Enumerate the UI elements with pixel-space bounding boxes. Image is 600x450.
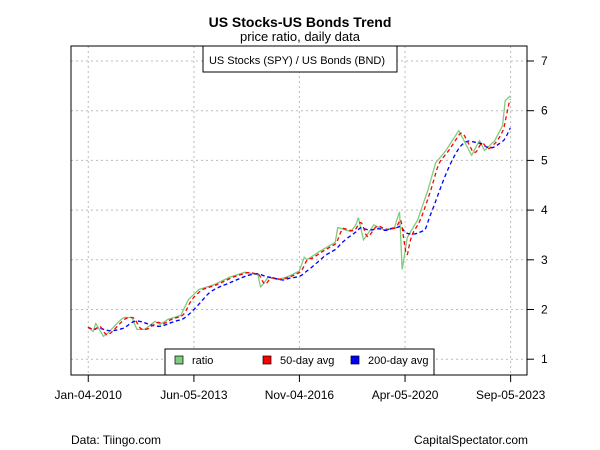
legend-label-50-day: 50-day avg [280, 355, 334, 367]
annotation-text: US Stocks (SPY) / US Bonds (BND) [209, 55, 385, 67]
y-axis: 1 2 3 4 5 6 7 [527, 54, 548, 366]
x-tick-label: Nov-04-2016 [265, 388, 335, 402]
series-ratio-line [87, 95, 511, 337]
x-tick-label: Jun-05-2013 [160, 388, 228, 402]
y-tick-label: 7 [541, 54, 548, 68]
legend-item-200-day: 200-day avg [350, 355, 429, 367]
x-axis: Jan-04-2010 Jun-05-2013 Nov-04-2016 Apr-05-… [55, 375, 546, 402]
legend-label-200-day: 200-day avg [368, 355, 429, 367]
y-tick-label: 3 [541, 253, 548, 267]
y-tick-label: 2 [541, 303, 548, 317]
legend: ratio 50-day avg 200-day avg [164, 348, 435, 376]
data-source: Data: Tiingo.com [71, 433, 162, 447]
x-tick-label: Jan-04-2010 [55, 388, 123, 402]
x-tick-label: Sep-05-2023 [476, 388, 546, 402]
y-tick-label: 5 [541, 153, 548, 167]
chart-subtitle: price ratio, daily data [240, 29, 360, 44]
series-200-day-avg-line [87, 127, 511, 332]
legend-swatch-50-day [262, 355, 272, 365]
legend-label-ratio: ratio [192, 355, 213, 367]
annotation-box: US Stocks (SPY) / US Bonds (BND) [202, 45, 398, 73]
y-tick-label: 6 [541, 104, 548, 118]
y-tick-label: 1 [541, 352, 548, 366]
legend-item-ratio: ratio [174, 355, 213, 367]
legend-swatch-200-day [350, 355, 360, 365]
plot-frame [70, 45, 528, 376]
grid [71, 46, 527, 375]
series-50-day-avg-line [87, 99, 511, 336]
legend-item-50-day: 50-day avg [262, 355, 334, 367]
chart-title: US Stocks-US Bonds Trend [208, 14, 392, 30]
series-lines [87, 95, 511, 337]
credit-text: CapitalSpectator.com [413, 433, 528, 447]
x-tick-label: Apr-05-2020 [372, 388, 439, 402]
legend-swatch-ratio [174, 355, 184, 365]
y-tick-label: 4 [541, 203, 548, 217]
